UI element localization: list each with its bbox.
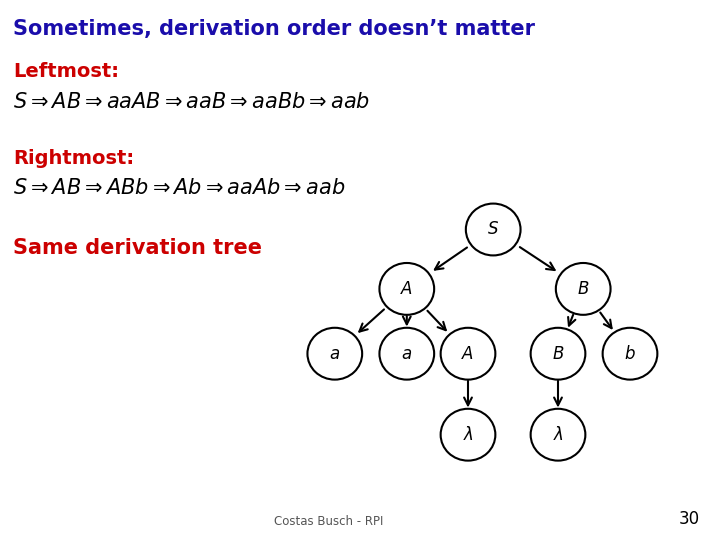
Text: Same derivation tree: Same derivation tree: [13, 238, 262, 258]
Text: Leftmost:: Leftmost:: [13, 62, 119, 81]
Ellipse shape: [531, 409, 585, 461]
Text: Rightmost:: Rightmost:: [13, 148, 134, 167]
Text: Sometimes, derivation order doesn’t matter: Sometimes, derivation order doesn’t matt…: [13, 19, 535, 39]
Text: $\lambda$: $\lambda$: [552, 426, 564, 444]
Text: $a$: $a$: [329, 345, 341, 363]
Ellipse shape: [379, 263, 434, 315]
Text: $B$: $B$: [552, 345, 564, 363]
Ellipse shape: [531, 328, 585, 380]
Ellipse shape: [466, 204, 521, 255]
Text: $A$: $A$: [462, 345, 474, 363]
Ellipse shape: [379, 328, 434, 380]
Text: $S$: $S$: [487, 220, 499, 239]
Text: $B$: $B$: [577, 280, 590, 298]
Text: Costas Busch - RPI: Costas Busch - RPI: [274, 515, 383, 528]
Text: $a$: $a$: [401, 345, 413, 363]
Ellipse shape: [307, 328, 362, 380]
Text: $\lambda$: $\lambda$: [462, 426, 474, 444]
Ellipse shape: [556, 263, 611, 315]
Text: $b$: $b$: [624, 345, 636, 363]
Text: 30: 30: [679, 510, 700, 528]
Ellipse shape: [441, 409, 495, 461]
Text: $S \Rightarrow AB \Rightarrow ABb \Rightarrow Ab \Rightarrow aaAb \Rightarrow aa: $S \Rightarrow AB \Rightarrow ABb \Right…: [13, 178, 346, 198]
Text: $A$: $A$: [400, 280, 413, 298]
Ellipse shape: [603, 328, 657, 380]
Ellipse shape: [441, 328, 495, 380]
Text: $S \Rightarrow AB \Rightarrow aaAB \Rightarrow aaB \Rightarrow aaBb \Rightarrow : $S \Rightarrow AB \Rightarrow aaAB \Righ…: [13, 92, 370, 112]
